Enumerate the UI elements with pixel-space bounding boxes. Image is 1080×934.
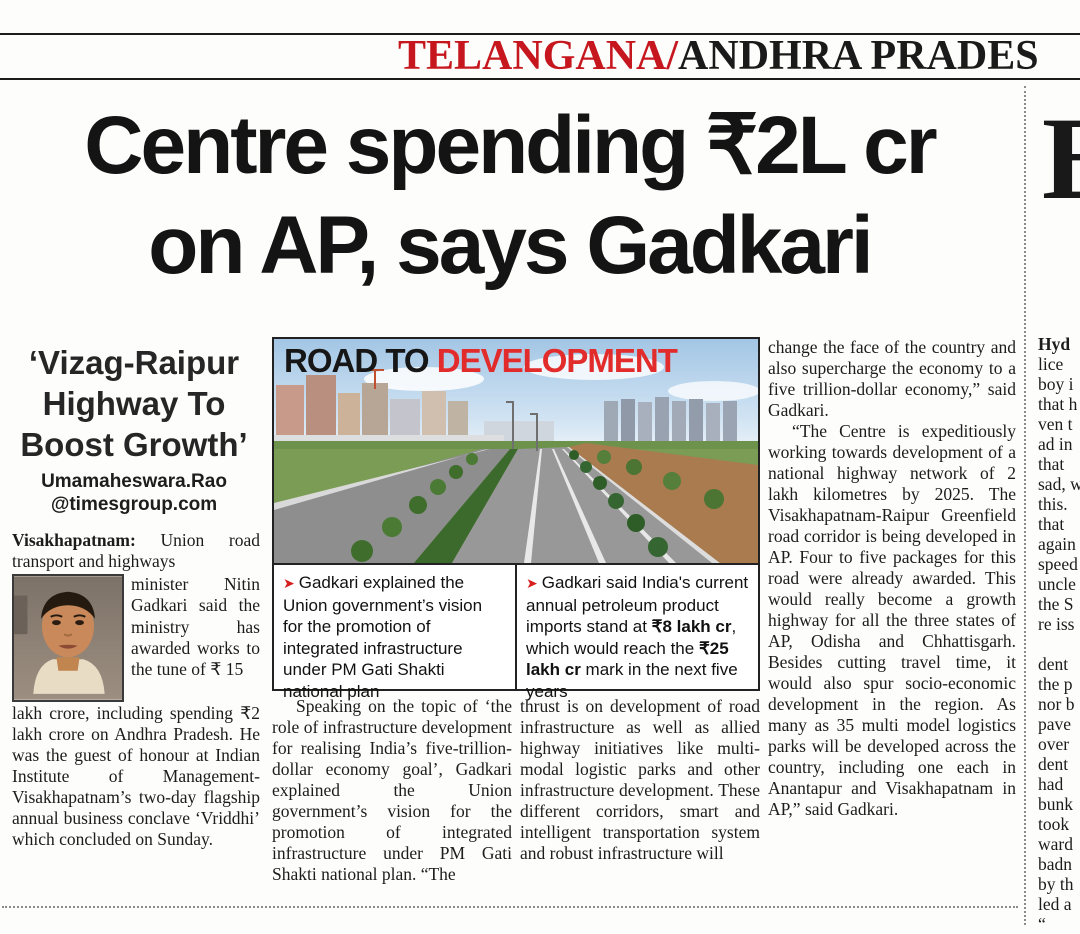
clipped-text-line: again [1038,534,1076,554]
kicker-road-to: ROAD TO [284,342,437,379]
body-column-4-paragraph-2: “The Centre is expeditiously working tow… [768,421,1016,819]
bullet-2-mid: , which would reach the [526,617,737,658]
clipped-text-line: speed [1038,554,1078,574]
bullet-2-figure-2: ₹25 lakh cr [526,638,729,680]
clipped-text-line: ven t [1038,414,1073,434]
feature-bullet-row: ➤ Gadkari explained the Union government’… [272,565,760,701]
dateline: Visakhapatnam: [12,530,136,550]
clipped-text-line: “ [1038,914,1046,934]
clipped-text-line: nor b [1038,694,1075,714]
kicker-development: DEVELOPMENT [436,342,678,379]
masthead-rule-bottom [0,78,1080,80]
lede-intro-text: Union road transport and highways [12,530,260,571]
clipped-text-line: had [1038,774,1064,794]
clipped-text-line: re iss [1038,614,1075,634]
article-headline: Centre spending ₹2L cr on AP, says Gadka… [12,96,1007,296]
bottom-dotted-rule [2,906,1018,908]
byline: Umamaheswara.Rao @timesgroup.com [8,470,260,516]
bullet-2-pre: Gadkari said India's current annual petr… [526,573,749,636]
feature-bullet-1: ➤ Gadkari explained the Union government’… [274,565,517,701]
clipped-text-line: led a [1038,894,1072,914]
clipped-text-line: Hyd [1038,334,1071,354]
clipped-text-line: uncle [1038,574,1076,594]
clipped-text-line: lice [1038,354,1064,374]
lede-paragraph: Visakhapatnam: Union road transport and … [12,530,260,850]
masthead-rule-top [0,33,1080,35]
clipped-text-line: the p [1038,674,1073,694]
clipped-text-line: M [1038,634,1080,654]
byline-name: Umamaheswara.Rao [41,471,227,492]
clipped-text-line: this. [1038,494,1068,514]
clipped-text-line: the S [1038,594,1074,614]
clipped-text-line: dent [1038,754,1069,774]
lede-text-beside-photo: minister Nitin Gadkari said the ministry… [131,574,260,680]
lede-continuation: lakh crore, including spending ₹2 lakh c… [12,703,260,849]
section-masthead: TELANGANA/ANDHRA PRADES [398,34,1080,78]
body-column-2: Speaking on the topic of ‘the role of in… [272,696,512,908]
road-feature-photo: ROAD TO DEVELOPMENT [272,337,760,565]
clipped-text-line: bunk [1038,794,1073,814]
feature-bullet-2: ➤ Gadkari said India's current annual pet… [517,565,758,701]
byline-email: @timesgroup.com [50,494,218,515]
clipped-text-line: ward [1038,834,1073,854]
bullet-1-text: Gadkari explained the Union government’s… [283,573,483,701]
clipped-text-line: sad, w [1038,474,1080,494]
column-divider-dotted-rule [1024,86,1026,925]
body-column-4-paragraph-1: change the face of the country and also … [768,337,1016,420]
clipped-text-line: dent [1038,654,1069,674]
clipped-text-line: took [1038,814,1070,834]
headline-line-1: Centre spending ₹2L cr [84,100,937,191]
neighbor-paragraph-1: Hyd lice boy i that h ven t ad in that sad, w th… [1038,334,1080,634]
clipped-text-line: pave [1038,714,1072,734]
clipped-text-line: ad in [1038,434,1073,454]
clipped-text-line: badn [1038,854,1073,874]
clipped-text-line: that [1038,514,1065,534]
clipped-text-line: boy i [1038,374,1074,394]
sub-headline: ‘Vizag-Raipur Highway To Boost Growth’ [20,344,248,463]
neighbor-headline-partial: B [1042,100,1080,218]
clipped-text-line: that h [1038,394,1078,414]
masthead-telangana: TELANGANA/ [398,33,679,79]
feature-kicker: ROAD TO DEVELOPMENT [284,342,678,380]
lede-opening: Visakhapatnam: Union road transport and … [12,530,260,572]
clipped-text-line: over [1038,734,1070,754]
masthead-andhra-pradesh: ANDHRA PRADES [678,33,1039,79]
neighbor-column-text: Hyd lice boy i that h ven t ad in that sad, w th… [1038,334,1080,934]
clipped-text-line: by th [1038,874,1074,894]
bullet-2-post: mark in the next five years [526,660,738,701]
body-column-3: thrust is on development of road infrast… [520,696,760,863]
highway-photo-illustration [274,339,758,563]
body-column-4: change the face of the country and also … [768,337,1016,909]
headline-line-2: on AP, says Gadkari [148,200,873,291]
clipped-text-line: that [1038,454,1065,474]
gadkari-photo [12,574,124,702]
body-column-2-text: Speaking on the topic of ‘the role of in… [272,696,512,884]
bullet-arrow-icon: ➤ [526,575,538,591]
bullet-arrow-icon: ➤ [283,575,295,591]
bullet-2-figure-1: ₹8 lakh cr [651,617,732,636]
